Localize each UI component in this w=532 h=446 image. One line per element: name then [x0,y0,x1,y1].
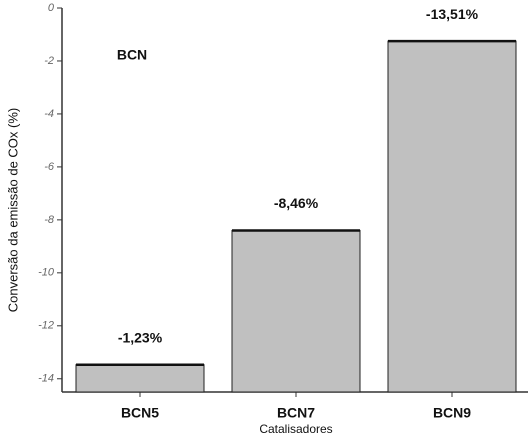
bar [231,229,361,393]
bar [75,364,205,393]
annotation: BCN [117,47,147,63]
y-tick-label: -4 [44,108,54,120]
y-tick-label: -12 [38,320,54,332]
y-tick-label: -8 [44,214,55,226]
bar-annotation: -1,23% [118,329,163,345]
y-tick-label: -10 [38,267,55,279]
x-axis-title: Catalisadores [259,422,332,436]
y-tick-label: -14 [38,373,54,385]
bar-annotation: -8,46% [274,195,319,211]
bar [387,40,517,393]
y-axis-title: Conversão da emissão de COx (%) [5,108,20,312]
y-tick-label: -2 [44,55,54,67]
y-tick-label: -6 [44,161,55,173]
y-tick-label: 0 [48,2,55,14]
bar-annotation: -13,51% [426,6,479,22]
x-tick-label: BCN7 [277,405,315,421]
x-tick-label: BCN5 [121,405,159,421]
x-tick-label: BCN9 [433,405,471,421]
